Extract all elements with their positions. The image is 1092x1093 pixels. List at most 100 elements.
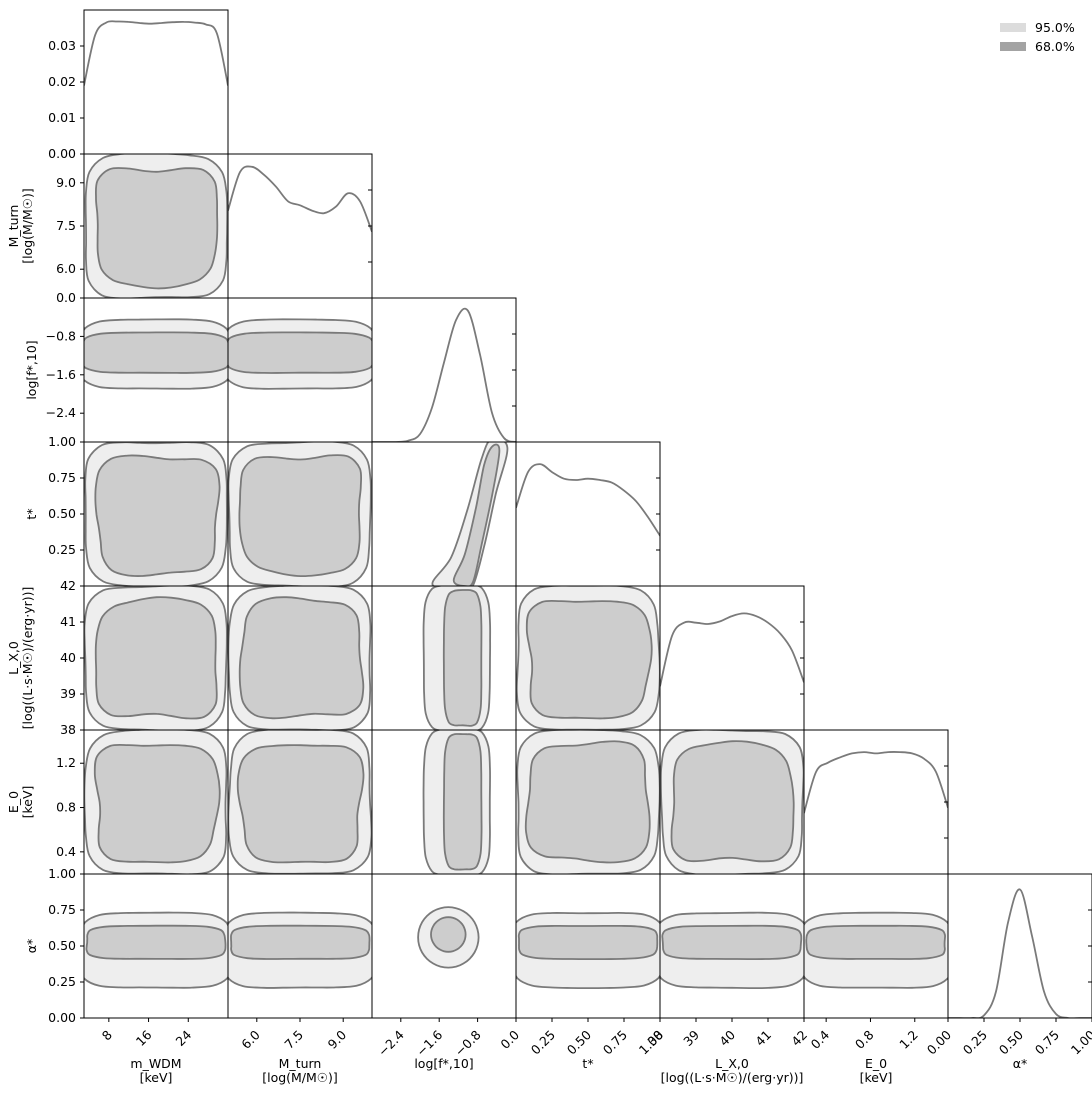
panel-3-2 bbox=[371, 441, 517, 587]
ytick-label-4-3: 41 bbox=[60, 614, 76, 629]
marginal-curve-1 bbox=[228, 165, 372, 233]
xtick-label-2-0: −2.4 bbox=[375, 1027, 407, 1059]
xtick-label-0-0: 8 bbox=[99, 1027, 115, 1043]
xtick-label-3-1: 0.50 bbox=[564, 1027, 594, 1057]
contour-68 bbox=[84, 331, 228, 374]
contour-68 bbox=[93, 743, 221, 864]
yaxis-label-5-1: [keV] bbox=[20, 786, 35, 819]
ytick-label-0-3: 0.03 bbox=[48, 38, 76, 53]
yaxis-label-2-0: log[f*,10] bbox=[24, 340, 39, 399]
xaxis-label-6-0: α* bbox=[1013, 1056, 1028, 1071]
ytick-label-1-2: 9.0 bbox=[56, 175, 76, 190]
yaxis-label-5-0: E_0 bbox=[6, 791, 21, 813]
xaxis-label-0-1: [keV] bbox=[140, 1070, 173, 1085]
ytick-label-3-1: 0.50 bbox=[48, 506, 76, 521]
panel-0-0: 0.00 0.01 0.02 0.03 bbox=[48, 9, 229, 161]
ytick-label-3-2: 0.75 bbox=[48, 470, 76, 485]
panel-6-3: 0.25 0.50 0.75 1.00 bbox=[515, 873, 666, 1057]
xtick-label-2-3: 0.0 bbox=[497, 1027, 522, 1052]
marginal-curve-0 bbox=[84, 20, 228, 86]
panel-5-0: 0.4 0.8 1.2 bbox=[56, 729, 229, 875]
panel-frame bbox=[659, 585, 805, 731]
contour-68 bbox=[524, 740, 651, 864]
xaxis-label-5-1: [keV] bbox=[860, 1070, 893, 1085]
panel-6-0: 0.00 0.25 0.50 0.75 1.00 8 16 24 bbox=[48, 866, 229, 1049]
contour-68 bbox=[85, 924, 227, 960]
ytick-label-0-0: 0.00 bbox=[48, 146, 76, 161]
panel-6-5: 0.4 0.8 1.2 bbox=[803, 873, 949, 1052]
xtick-label-6-0: 0.00 bbox=[924, 1027, 954, 1057]
ytick-label-5-2: 1.2 bbox=[56, 755, 76, 770]
panel-5-4 bbox=[659, 729, 805, 875]
contour-68 bbox=[94, 454, 221, 577]
yaxis-label-4-1: [log((L·s·M☉)/(erg·yr))] bbox=[20, 587, 35, 730]
panel-frame bbox=[947, 873, 1092, 1019]
contour-68 bbox=[517, 924, 659, 961]
ytick-label-4-1: 39 bbox=[60, 686, 76, 701]
xtick-label-4-2: 40 bbox=[716, 1027, 738, 1049]
panel-3-0: 0.25 0.50 0.75 1.00 bbox=[48, 434, 229, 587]
ytick-label-0-1: 0.01 bbox=[48, 110, 76, 125]
marginal-curve-2 bbox=[372, 307, 516, 442]
panel-6-2: −2.4 −1.6 −0.8 0.0 bbox=[371, 873, 522, 1059]
xtick-label-0-1: 16 bbox=[133, 1027, 155, 1049]
marginal-curve-6 bbox=[948, 888, 1092, 1018]
panel-6-1: 6.0 7.5 9.0 bbox=[227, 873, 373, 1052]
ytick-label-4-4: 42 bbox=[60, 578, 76, 593]
yaxis-label-6-0: α* bbox=[24, 939, 39, 954]
panel-2-2 bbox=[371, 297, 517, 443]
panel-4-0: 38 39 40 41 42 bbox=[60, 578, 229, 737]
panel-6-6: 0.00 0.25 0.50 0.75 1.00 bbox=[924, 873, 1092, 1057]
ytick-label-2-1: −1.6 bbox=[46, 367, 76, 382]
xtick-label-6-3: 0.75 bbox=[1032, 1027, 1062, 1057]
yaxis-label-1-1: [log(M/M☉)] bbox=[20, 188, 35, 264]
contour-68 bbox=[238, 596, 365, 720]
ytick-label-1-1: 7.5 bbox=[56, 218, 76, 233]
panel-3-3 bbox=[515, 441, 661, 587]
ytick-label-6-3: 0.75 bbox=[48, 902, 76, 917]
contour-68 bbox=[430, 916, 467, 953]
panel-5-5 bbox=[803, 729, 949, 875]
ytick-label-0-2: 0.02 bbox=[48, 74, 76, 89]
xtick-label-0-2: 24 bbox=[173, 1027, 195, 1049]
ytick-label-2-3: 0.0 bbox=[56, 290, 76, 305]
panels: 0.000.010.020.036.07.59.0−2.4−1.6−0.80.0… bbox=[46, 9, 1092, 1059]
ytick-label-6-0: 0.00 bbox=[48, 1010, 76, 1025]
xtick-label-4-4: 42 bbox=[788, 1027, 810, 1049]
panel-4-4 bbox=[659, 585, 805, 731]
xtick-label-6-1: 0.25 bbox=[960, 1027, 990, 1057]
xtick-label-1-2: 9.0 bbox=[325, 1027, 350, 1052]
marginal-curve-3 bbox=[516, 463, 660, 537]
ytick-label-3-0: 0.25 bbox=[48, 542, 76, 557]
xtick-label-1-1: 7.5 bbox=[281, 1027, 306, 1052]
yaxis-label-4-0: L_X,0 bbox=[6, 641, 21, 675]
marginal-curve-4 bbox=[660, 612, 804, 687]
xaxis-label-3-0: t* bbox=[582, 1056, 593, 1071]
legend-label-95: 95.0% bbox=[1035, 20, 1075, 35]
legend: 95.0% 68.0% bbox=[1000, 20, 1075, 54]
contour-68 bbox=[661, 924, 803, 961]
xaxis-label-4-0: L_X,0 bbox=[715, 1056, 749, 1071]
contour-68 bbox=[670, 740, 795, 863]
xtick-label-2-1: −1.6 bbox=[413, 1027, 445, 1059]
ytick-label-5-1: 0.8 bbox=[56, 800, 76, 815]
panel-5-1 bbox=[227, 729, 373, 875]
panel-5-3 bbox=[515, 729, 661, 875]
xtick-label-2-2: −0.8 bbox=[452, 1027, 484, 1059]
marginal-curve-5 bbox=[804, 751, 948, 814]
xaxis-label-5-0: E_0 bbox=[865, 1056, 887, 1071]
xtick-label-3-0: 0.25 bbox=[528, 1027, 558, 1057]
xtick-label-3-2: 0.75 bbox=[600, 1027, 630, 1057]
ytick-label-2-2: −0.8 bbox=[46, 328, 76, 343]
ytick-label-4-0: 38 bbox=[60, 722, 76, 737]
yaxis-label-1-0: M_turn bbox=[6, 205, 21, 248]
contour-68 bbox=[94, 167, 219, 290]
ytick-label-3-3: 1.00 bbox=[48, 434, 76, 449]
xtick-label-5-0: 0.4 bbox=[808, 1027, 833, 1052]
xtick-label-5-2: 1.2 bbox=[896, 1027, 921, 1052]
ytick-label-2-0: −2.4 bbox=[46, 405, 76, 420]
yaxis-label-3-0: t* bbox=[24, 508, 39, 519]
xaxis-label-1-0: M_turn bbox=[279, 1056, 322, 1071]
xtick-label-6-2: 0.50 bbox=[996, 1027, 1026, 1057]
